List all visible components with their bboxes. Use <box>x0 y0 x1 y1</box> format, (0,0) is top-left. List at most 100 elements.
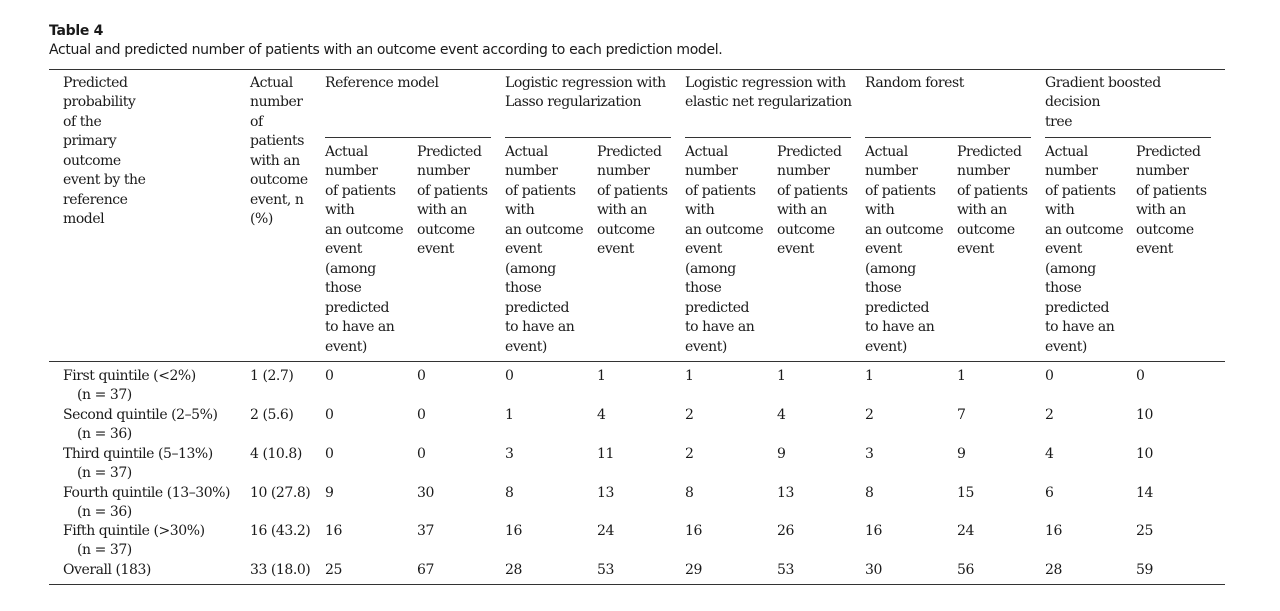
cell-actual: 28 <box>1045 562 1062 578</box>
row-label: First quintile (<2%) (n = 37) <box>63 367 196 403</box>
cell-predicted: 4 <box>597 407 606 423</box>
cell-predicted: 37 <box>417 523 434 539</box>
cell-actual: 8 <box>685 485 694 501</box>
cell-predicted: 0 <box>417 407 426 423</box>
cell-predicted: 14 <box>1136 485 1153 501</box>
subheader-actual: Actual number of patients with an outcom… <box>505 144 584 355</box>
cell-predicted: 25 <box>1136 523 1153 539</box>
cell-predicted: 53 <box>597 562 614 578</box>
subheader-predicted: Predicted number of patients with an out… <box>1136 144 1207 258</box>
table-bottom-rule <box>49 584 1225 585</box>
cell-predicted: 0 <box>417 446 426 462</box>
row-label: Second quintile (2–5%) (n = 36) <box>63 406 218 442</box>
cell-actual: 4 <box>1045 446 1054 462</box>
cell-actual: 28 <box>505 562 522 578</box>
cell-actual: 25 <box>325 562 342 578</box>
subheader-predicted: Predicted number of patients with an out… <box>777 144 848 258</box>
cell-predicted: 59 <box>1136 562 1153 578</box>
subheader-predicted: Predicted number of patients with an out… <box>597 144 668 258</box>
row-label-text: First quintile (<2%) <box>63 368 196 384</box>
row-actual-total: 33 (18.0) <box>250 562 311 578</box>
model-span-rule <box>865 137 1031 138</box>
row-actual-total: 1 (2.7) <box>250 368 294 384</box>
cell-predicted: 24 <box>597 523 614 539</box>
subheader-actual: Actual number of patients with an outcom… <box>1045 144 1124 355</box>
cell-actual: 2 <box>1045 407 1054 423</box>
cell-actual: 0 <box>325 446 334 462</box>
header-model-lasso: Logistic regression with Lasso regulariz… <box>505 75 666 111</box>
cell-actual: 1 <box>685 368 694 384</box>
cell-predicted: 0 <box>1136 368 1145 384</box>
subheader-actual: Actual number of patients with an outcom… <box>325 144 404 355</box>
cell-predicted: 10 <box>1136 446 1153 462</box>
subheader-predicted: Predicted number of patients with an out… <box>417 144 488 258</box>
top-rule <box>49 69 1225 70</box>
row-label-text: Third quintile (5–13%) <box>63 446 213 462</box>
header-model-reference: Reference model <box>325 75 439 91</box>
cell-predicted: 1 <box>777 368 786 384</box>
cell-predicted: 4 <box>777 407 786 423</box>
row-n: (n = 36) <box>77 426 132 443</box>
cell-predicted: 10 <box>1136 407 1153 423</box>
cell-predicted: 0 <box>417 368 426 384</box>
cell-predicted: 26 <box>777 523 794 539</box>
cell-actual: 1 <box>865 368 874 384</box>
cell-actual: 8 <box>865 485 874 501</box>
row-label-text: Fourth quintile (13–30%) <box>63 485 231 501</box>
cell-actual: 6 <box>1045 485 1054 501</box>
cell-actual: 16 <box>325 523 342 539</box>
row-n: (n = 37) <box>77 387 132 404</box>
row-label-text: Overall (183) <box>63 562 151 578</box>
table-caption: Actual and predicted number of patients … <box>49 42 723 58</box>
cell-actual: 30 <box>865 562 882 578</box>
cell-actual: 16 <box>865 523 882 539</box>
cell-predicted: 24 <box>957 523 974 539</box>
header-model-elastic-net: Logistic regression with elastic net reg… <box>685 75 852 111</box>
cell-actual: 0 <box>505 368 514 384</box>
cell-predicted: 7 <box>957 407 966 423</box>
cell-actual: 1 <box>505 407 514 423</box>
cell-actual: 0 <box>1045 368 1054 384</box>
row-label: Fourth quintile (13–30%) (n = 36) <box>63 484 231 520</box>
model-span-rule <box>325 137 491 138</box>
cell-actual: 2 <box>865 407 874 423</box>
cell-predicted: 56 <box>957 562 974 578</box>
model-span-rule <box>685 137 851 138</box>
header-predicted-probability: Predicted probability of the primary out… <box>63 75 146 228</box>
cell-predicted: 11 <box>597 446 614 462</box>
row-n: (n = 37) <box>77 465 132 482</box>
cell-predicted: 30 <box>417 485 434 501</box>
header-model-gradient-boosted: Gradient boosted decision tree <box>1045 75 1161 130</box>
header-bottom-rule <box>49 361 1225 362</box>
model-span-rule <box>505 137 671 138</box>
cell-predicted: 9 <box>777 446 786 462</box>
cell-predicted: 13 <box>777 485 794 501</box>
cell-predicted: 1 <box>597 368 606 384</box>
cell-predicted: 53 <box>777 562 794 578</box>
cell-actual: 2 <box>685 446 694 462</box>
row-actual-total: 2 (5.6) <box>250 407 294 423</box>
cell-actual: 16 <box>685 523 702 539</box>
cell-predicted: 67 <box>417 562 434 578</box>
table-label: Table 4 <box>49 23 104 39</box>
cell-predicted: 13 <box>597 485 614 501</box>
row-n: (n = 37) <box>77 542 132 559</box>
cell-actual: 0 <box>325 407 334 423</box>
cell-predicted: 15 <box>957 485 974 501</box>
subheader-predicted: Predicted number of patients with an out… <box>957 144 1028 258</box>
row-label: Third quintile (5–13%) (n = 37) <box>63 445 213 481</box>
cell-predicted: 1 <box>957 368 966 384</box>
cell-actual: 3 <box>505 446 514 462</box>
row-actual-total: 4 (10.8) <box>250 446 302 462</box>
cell-actual: 3 <box>865 446 874 462</box>
cell-actual: 16 <box>505 523 522 539</box>
cell-actual: 9 <box>325 485 334 501</box>
cell-actual: 29 <box>685 562 702 578</box>
row-n: (n = 36) <box>77 504 132 521</box>
cell-actual: 16 <box>1045 523 1062 539</box>
cell-actual: 0 <box>325 368 334 384</box>
header-actual-number: Actual number of patients with an outcom… <box>250 75 308 228</box>
row-label-text: Fifth quintile (>30%) <box>63 523 205 539</box>
row-actual-total: 16 (43.2) <box>250 523 311 539</box>
cell-actual: 2 <box>685 407 694 423</box>
